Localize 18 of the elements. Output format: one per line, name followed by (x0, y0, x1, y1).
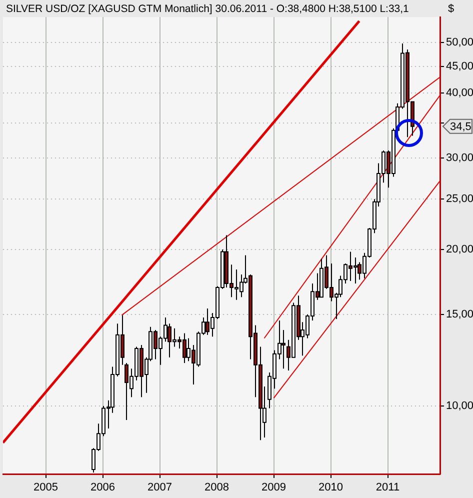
x-tick-label: 2011 (376, 482, 400, 494)
x-tick-label: 2005 (34, 482, 58, 494)
x-tick-label: 2009 (262, 482, 286, 494)
y-axis-title: $ (448, 3, 454, 15)
y-tick-label: 20,00 (446, 244, 473, 256)
x-tick-label: 2006 (90, 482, 115, 494)
y-tick-label: 50,00 (446, 36, 473, 49)
y-tick-label: 15,00 (446, 308, 473, 320)
x-tick-label: 2007 (148, 482, 172, 494)
y-tick-label: 25,00 (446, 193, 473, 206)
y-tick-label: 10,00 (446, 400, 473, 412)
x-tick-label: 2008 (204, 482, 229, 494)
text: 34,5 (450, 120, 472, 133)
y-tick-label: 40,00 (446, 87, 473, 100)
chart-title: SILVER USD/OZ [XAGUSD GTM Monatlich] 30.06.2011 - O:38,4800 H:38,5100 L:33,1 (6, 3, 409, 15)
x-tick-label: 2010 (318, 482, 343, 494)
y-tick-label: 45,00 (446, 60, 473, 72)
y-tick-label: 30,00 (446, 152, 473, 164)
